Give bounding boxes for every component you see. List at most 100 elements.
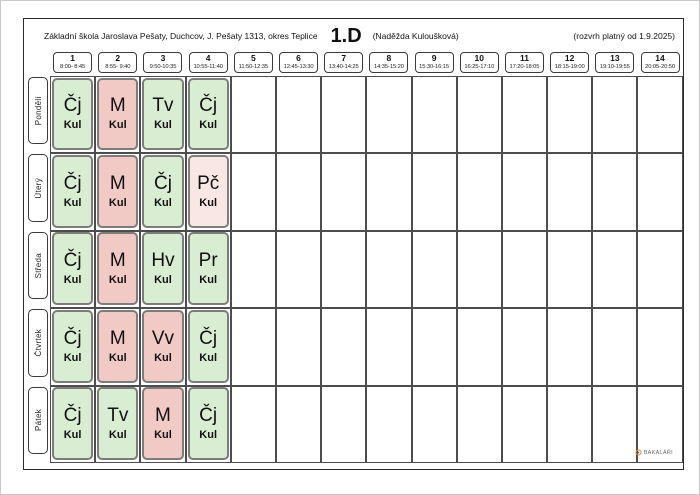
title-bar: Základní škola Jaroslava Pešaty, Duchcov… bbox=[44, 22, 675, 50]
lesson-teacher: Kul bbox=[154, 196, 172, 209]
timetable-cell: Čj Kul bbox=[185, 76, 231, 154]
lesson-subject: M bbox=[155, 405, 171, 426]
lesson-card[interactable]: Vv Kul bbox=[142, 309, 184, 383]
lesson-card[interactable]: M Kul bbox=[97, 232, 139, 306]
empty-cell bbox=[501, 385, 548, 463]
period-number: 2 bbox=[115, 53, 121, 64]
period-header-slot: 5 11:50-12:35 bbox=[231, 52, 276, 73]
empty-cell bbox=[637, 308, 683, 386]
empty-cell bbox=[321, 76, 367, 154]
period-box-1: 1 8:00- 8:45 bbox=[53, 52, 93, 73]
lesson-card[interactable]: M Kul bbox=[142, 387, 184, 460]
period-time: 19:10-19:55 bbox=[599, 64, 630, 71]
timetable-frame: Základní škola Jaroslava Pešaty, Duchcov… bbox=[23, 18, 684, 470]
empty-cell bbox=[321, 230, 367, 309]
lesson-card[interactable]: Čj Kul bbox=[142, 154, 184, 228]
validity-note: (rozvrh platný od 1.9.2025) bbox=[573, 31, 675, 41]
lesson-card[interactable]: Čj Kul bbox=[187, 77, 229, 151]
timetable-cell: M Kul bbox=[95, 308, 141, 386]
empty-cell bbox=[501, 153, 548, 231]
empty-cell bbox=[230, 385, 276, 463]
empty-cell bbox=[275, 308, 322, 386]
lesson-card[interactable]: Tv Kul bbox=[97, 387, 139, 460]
empty-cell bbox=[321, 308, 367, 386]
period-number: 14 bbox=[655, 53, 665, 64]
period-box-8: 8 14:35-15:20 bbox=[369, 52, 409, 73]
empty-cell bbox=[501, 308, 548, 386]
lesson-card[interactable]: M Kul bbox=[97, 309, 139, 383]
lesson-teacher: Kul bbox=[63, 429, 82, 441]
lesson-subject: Čj bbox=[63, 327, 82, 349]
period-box-6: 6 12:45-13:30 bbox=[279, 52, 319, 73]
lesson-subject: Čj bbox=[199, 327, 218, 349]
empty-cell bbox=[547, 230, 593, 309]
day-cell: Pátek bbox=[28, 386, 50, 463]
school-name: Základní škola Jaroslava Pešaty, Duchcov… bbox=[44, 31, 318, 41]
timetable-cell: Tv Kul bbox=[140, 76, 186, 154]
lesson-card[interactable]: Pč Kul bbox=[187, 154, 229, 228]
period-header-slot: 9 15:30-16:15 bbox=[412, 52, 457, 73]
day-box-1: Pondělí bbox=[28, 77, 48, 145]
lesson-card[interactable]: Čj Kul bbox=[187, 309, 229, 383]
lesson-card[interactable]: Čj Kul bbox=[52, 232, 94, 306]
timetable-grid: Pondělí Čj Kul M Kul Tv Kul Čj Kul Úterý Čj Kul M Kul… bbox=[28, 76, 683, 463]
lesson-card[interactable]: Hv Kul bbox=[142, 232, 184, 306]
period-box-12: 12 18:15-19:00 bbox=[550, 52, 590, 73]
period-header-slot: 1 8:00- 8:45 bbox=[50, 52, 95, 73]
lesson-teacher: Kul bbox=[199, 274, 218, 287]
lesson-subject: Čj bbox=[63, 250, 82, 272]
timetable-cell: M Kul bbox=[95, 230, 141, 309]
lesson-card[interactable]: M Kul bbox=[97, 154, 139, 228]
lesson-subject: Čj bbox=[199, 95, 218, 117]
lesson-teacher: Kul bbox=[199, 196, 218, 209]
day-cell: Pondělí bbox=[28, 76, 50, 153]
lesson-subject: Tv bbox=[152, 95, 174, 117]
empty-cell bbox=[411, 76, 457, 154]
period-box-4: 4 10:55-11:40 bbox=[188, 52, 228, 73]
lesson-subject: Čj bbox=[199, 405, 218, 426]
lesson-card[interactable]: Čj Kul bbox=[52, 309, 94, 383]
empty-cell bbox=[411, 385, 457, 463]
lesson-teacher: Kul bbox=[63, 351, 82, 364]
period-header-slot: 12 18:15-19:00 bbox=[547, 52, 592, 73]
empty-cell bbox=[230, 308, 276, 386]
lesson-subject: Čj bbox=[63, 405, 82, 426]
empty-cell bbox=[230, 230, 276, 309]
period-number: 11 bbox=[519, 53, 529, 64]
timetable-cell: Pč Kul bbox=[185, 153, 231, 231]
empty-cell bbox=[411, 230, 457, 309]
lesson-subject: Tv bbox=[107, 405, 129, 426]
empty-cell bbox=[592, 153, 638, 231]
period-time: 9:50-10:35 bbox=[149, 64, 177, 71]
lesson-card[interactable]: Tv Kul bbox=[142, 77, 184, 151]
lesson-subject: Hv bbox=[151, 250, 175, 272]
timetable-cell: Čj Kul bbox=[50, 76, 96, 154]
period-box-9: 9 15:30-16:15 bbox=[414, 52, 454, 73]
lesson-subject: Čj bbox=[63, 95, 82, 117]
lesson-card[interactable]: M Kul bbox=[97, 77, 139, 151]
period-number: 1 bbox=[70, 53, 75, 64]
empty-cell bbox=[456, 308, 502, 386]
lesson-card[interactable]: Čj Kul bbox=[52, 77, 94, 151]
day-label: Pátek bbox=[33, 409, 43, 432]
lesson-teacher: Kul bbox=[108, 274, 127, 287]
lesson-subject: M bbox=[109, 95, 126, 117]
empty-cell bbox=[366, 230, 412, 309]
lesson-subject: M bbox=[109, 172, 126, 194]
class-teacher: (Naděžda Kuloušková) bbox=[372, 31, 459, 41]
period-number: 12 bbox=[564, 53, 575, 64]
lesson-subject: M bbox=[109, 250, 126, 272]
empty-cell bbox=[275, 76, 322, 154]
empty-cell bbox=[501, 76, 548, 154]
lesson-card[interactable]: Čj Kul bbox=[52, 154, 94, 228]
day-label: Úterý bbox=[33, 177, 43, 199]
empty-cell bbox=[230, 76, 276, 154]
empty-cell bbox=[501, 230, 548, 309]
lesson-card[interactable]: Čj Kul bbox=[187, 387, 229, 460]
lesson-card[interactable]: Pr Kul bbox=[187, 232, 229, 306]
lesson-card[interactable]: Čj Kul bbox=[52, 387, 94, 460]
empty-cell bbox=[321, 385, 367, 463]
day-box-4: Čtvrtek bbox=[28, 309, 48, 377]
bakalari-logo-icon bbox=[635, 449, 642, 456]
